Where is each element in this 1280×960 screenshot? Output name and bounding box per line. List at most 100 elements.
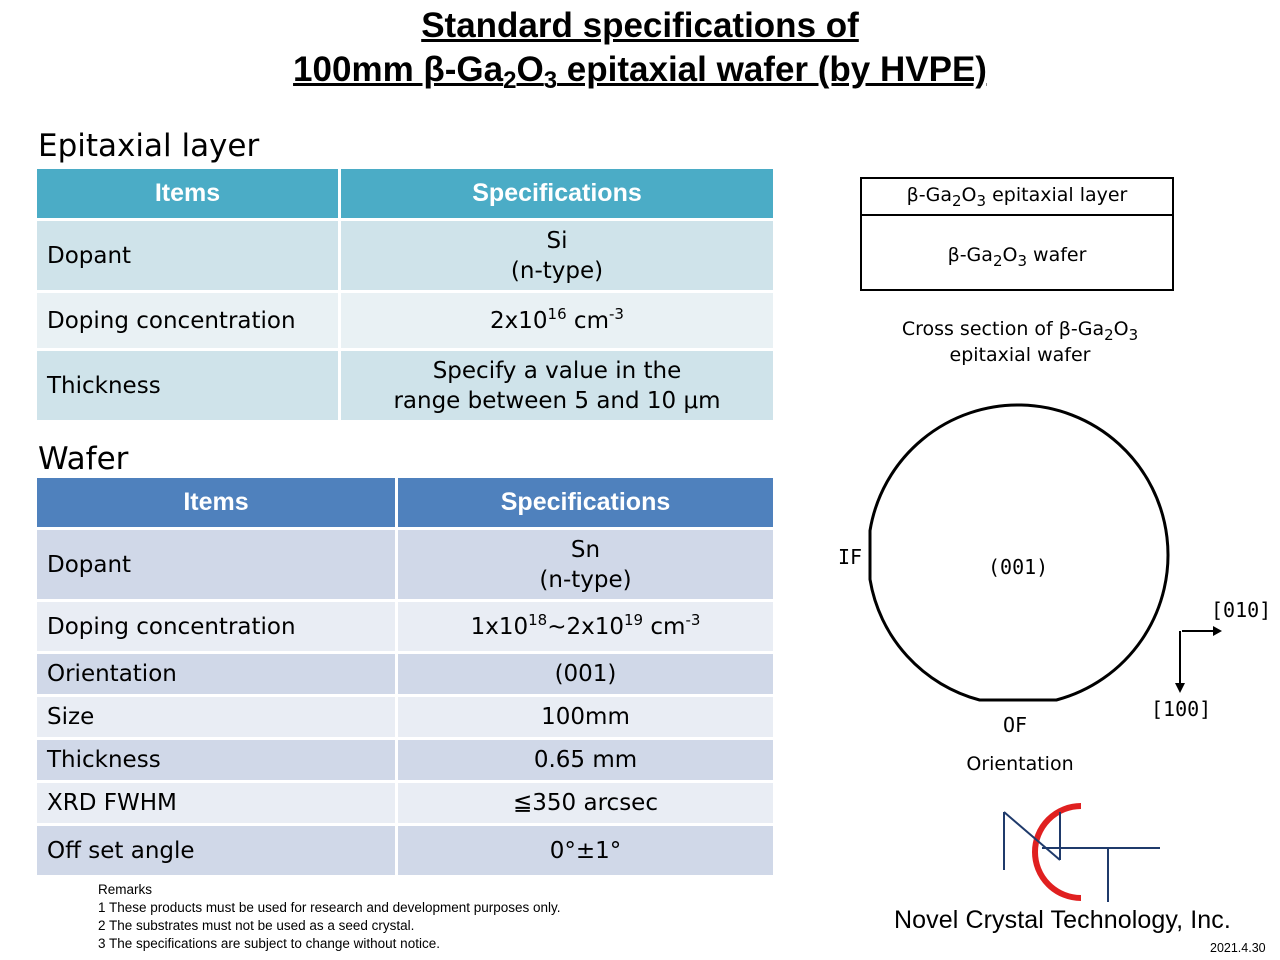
epitaxial-table: Items Specifications Dopant Si (n-type) D… <box>34 166 776 423</box>
item-label: XRD FWHM <box>34 780 398 826</box>
caption-text: Cross section of β-Ga <box>901 318 1105 340</box>
nct-logo-icon <box>1003 803 1160 902</box>
logo-n <box>1003 811 1061 870</box>
document-date: 2021.4.30 <box>1210 941 1266 955</box>
column-header-specifications: Specifications <box>338 166 776 221</box>
title-line-1: Standard specifications of <box>421 6 859 45</box>
table-row: Size 100mm <box>34 694 776 740</box>
item-value: 1x1018~2x1019 cm-3 <box>395 599 776 654</box>
subscript: 3 <box>1128 326 1139 344</box>
arrow-100-head <box>1175 683 1185 693</box>
wafer-heading: Wafer <box>38 441 129 477</box>
exponent: 16 <box>547 304 567 323</box>
item-label: Dopant <box>34 527 398 602</box>
caption-text: O <box>1113 318 1129 340</box>
title-text: epitaxial wafer (by HVPE) <box>557 50 987 89</box>
orientation-center-label: (001) <box>988 555 1049 579</box>
remarks: Remarks 1 These products must be used fo… <box>98 881 561 953</box>
subscript: 2 <box>992 252 1003 270</box>
logo-t <box>1042 847 1160 902</box>
table-row: Doping concentration 1x1018~2x1019 cm-3 <box>34 599 776 654</box>
remarks-title: Remarks <box>98 882 153 897</box>
item-value: 2x1016 cm-3 <box>338 290 776 351</box>
layer-text: O <box>961 184 977 206</box>
item-value: 0.65 mm <box>395 737 776 783</box>
item-label: Size <box>34 694 398 740</box>
layer-text: β-Ga <box>906 184 952 206</box>
table-row: Dopant Sn (n-type) <box>34 527 776 602</box>
item-value: 0°±1° <box>395 823 776 878</box>
title-text: 100mm β-Ga <box>293 50 504 89</box>
table-row: Orientation (001) <box>34 651 776 697</box>
value-line: range between 5 and 10 μm <box>393 387 721 414</box>
value-text: cm <box>643 613 686 640</box>
item-value: Si (n-type) <box>338 218 776 293</box>
subscript: 2 <box>1104 326 1114 344</box>
wafer-outline <box>868 403 1170 702</box>
remark-item: 1 These products must be used for resear… <box>98 900 561 915</box>
title-subscript: 3 <box>543 67 558 94</box>
subscript: 2 <box>951 192 962 210</box>
column-header-items: Items <box>34 475 398 530</box>
item-label: Orientation <box>34 651 398 697</box>
value-line: (n-type) <box>510 257 604 284</box>
table-header-row: Items Specifications <box>34 166 776 221</box>
item-value: 100mm <box>395 694 776 740</box>
subscript: 3 <box>1017 252 1027 270</box>
item-value: ≦350 arcsec <box>395 780 776 826</box>
table-row: XRD FWHM ≦350 arcsec <box>34 780 776 826</box>
value-text: 2x10 <box>490 307 548 334</box>
exponent: 19 <box>623 610 644 629</box>
direction-010-label: [010] <box>1211 598 1272 622</box>
exponent: -3 <box>609 304 624 323</box>
direction-100-label: [100] <box>1151 697 1212 721</box>
logo-red-arc <box>1032 803 1082 901</box>
table-row: Off set angle 0°±1° <box>34 823 776 878</box>
remark-item: 3 The specifications are subject to chan… <box>98 936 440 951</box>
if-label: IF <box>838 545 863 569</box>
epitaxial-layer-box: β-Ga2O3 epitaxial layer <box>862 179 1172 216</box>
item-value: Specify a value in the range between 5 an… <box>338 348 776 423</box>
title-subscript: 2 <box>503 67 517 94</box>
exponent: 18 <box>528 610 548 629</box>
value-line: Sn <box>570 536 601 563</box>
value-line: Si <box>546 227 568 254</box>
item-label: Off set angle <box>34 823 398 878</box>
epitaxial-heading: Epitaxial layer <box>38 128 260 164</box>
wafer-table: Items Specifications Dopant Sn (n-type) D… <box>34 475 776 878</box>
table-row: Thickness Specify a value in the range be… <box>34 348 776 423</box>
title-line-2: 100mm β-Ga2O3 epitaxial wafer (by HVPE) <box>0 48 1280 94</box>
item-value: Sn (n-type) <box>395 527 776 602</box>
arrow-010-head <box>1213 626 1222 636</box>
column-header-items: Items <box>34 166 341 221</box>
table-row: Doping concentration 2x1016 cm-3 <box>34 290 776 351</box>
remark-item: 2 The substrates must not be used as a s… <box>98 918 415 933</box>
caption-line-1: Cross section of β-Ga2O3 <box>860 316 1180 344</box>
page-title: Standard specifications of 100mm β-Ga2O3… <box>0 4 1280 94</box>
table-header-row: Items Specifications <box>34 475 776 530</box>
item-label: Doping concentration <box>34 290 341 351</box>
cross-section-diagram: β-Ga2O3 epitaxial layer β-Ga2O3 wafer <box>860 177 1174 291</box>
value-text: ~2x10 <box>547 613 624 640</box>
layer-text: epitaxial layer <box>986 184 1128 206</box>
orientation-caption: Orientation <box>966 753 1074 775</box>
item-label: Doping concentration <box>34 599 398 654</box>
table-row: Dopant Si (n-type) <box>34 218 776 293</box>
wafer-orientation-diagram <box>868 403 1222 702</box>
value-line: (n-type) <box>539 566 632 593</box>
value-text: 1x10 <box>470 613 529 640</box>
exponent: -3 <box>685 610 701 629</box>
item-label: Thickness <box>34 348 341 423</box>
table-row: Thickness 0.65 mm <box>34 737 776 783</box>
item-label: Dopant <box>34 218 341 293</box>
title-text: O <box>516 50 544 89</box>
layer-text: O <box>1002 244 1018 266</box>
layer-text: β-Ga <box>947 244 993 266</box>
cross-section-caption: Cross section of β-Ga2O3 epitaxial wafer <box>860 316 1180 368</box>
of-label: OF <box>1003 713 1028 737</box>
item-value: (001) <box>395 651 776 697</box>
company-name: Novel Crystal Technology, Inc. <box>894 906 1231 934</box>
value-text: cm <box>566 307 609 334</box>
axis-lines <box>1179 630 1215 685</box>
item-label: Thickness <box>34 737 398 783</box>
